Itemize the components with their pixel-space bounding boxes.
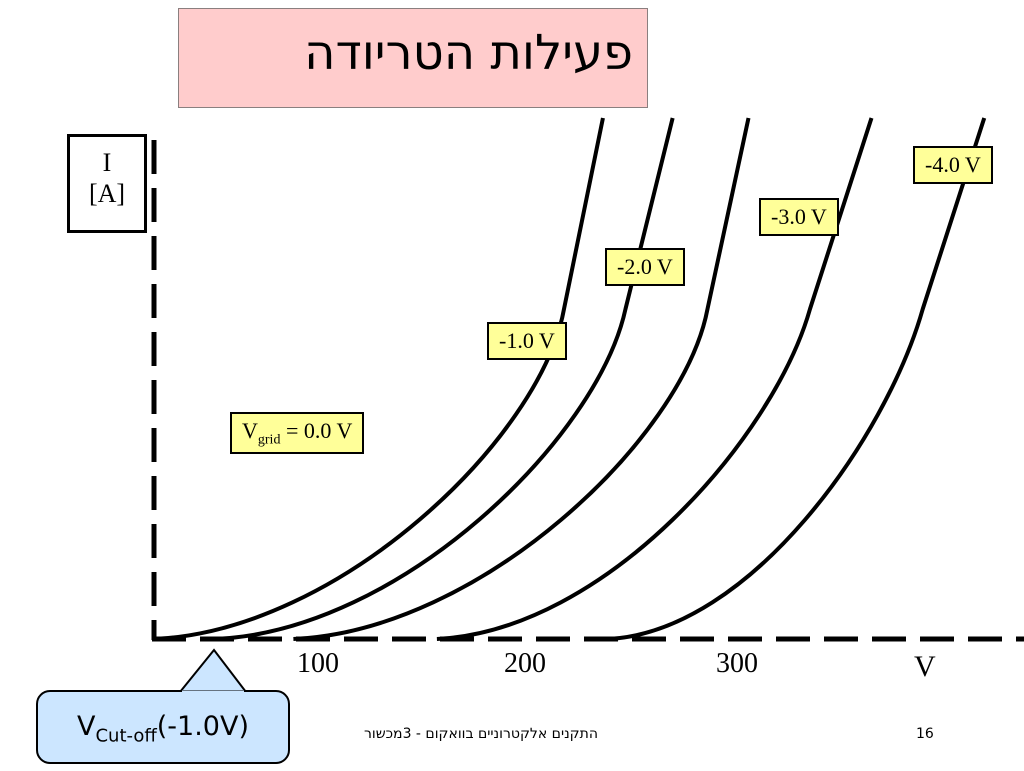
slide-title-box: פעילות הטריודה — [178, 8, 648, 108]
y-axis-label-box: I [A] — [67, 134, 147, 233]
callout-main: V — [77, 711, 96, 742]
curve-series-1 — [215, 117, 675, 641]
cutoff-callout: VCut-off(-1.0V) — [36, 690, 290, 764]
curve-series-4 — [608, 117, 987, 641]
curve-series-3 — [436, 117, 874, 641]
slide-title: פעילות הטריודה — [304, 25, 633, 81]
page-number: 16 — [916, 726, 934, 742]
series-label-main: V — [242, 418, 258, 443]
callout-sub: Cut-off — [95, 725, 157, 747]
series-label-minus-1: -1.0 V — [487, 322, 567, 360]
series-label-minus-2: -2.0 V — [605, 248, 685, 286]
series-label-vgrid-0: Vgrid = 0.0 V — [230, 412, 365, 455]
curves-group — [153, 117, 987, 641]
series-label-rest: = 0.0 V — [280, 418, 353, 443]
x-tick-label: 100 — [297, 648, 339, 679]
callout-value: (-1.0V) — [156, 711, 249, 742]
x-tick-label: 200 — [504, 648, 546, 679]
x-tick-label: 300 — [716, 648, 758, 679]
y-axis-unit: [A] — [88, 179, 126, 209]
curve-series-0 — [153, 117, 605, 641]
x-axis-label: V — [914, 650, 936, 683]
y-axis-label: I — [102, 148, 112, 177]
slide-footer: התקנים אלקטרוניים בוואקום - 3מכשור — [364, 726, 598, 742]
series-label-minus-4: -4.0 V — [913, 146, 993, 184]
series-label-minus-3: -3.0 V — [759, 198, 839, 236]
series-label-sub: grid — [257, 432, 281, 448]
curve-series-2 — [293, 117, 751, 641]
